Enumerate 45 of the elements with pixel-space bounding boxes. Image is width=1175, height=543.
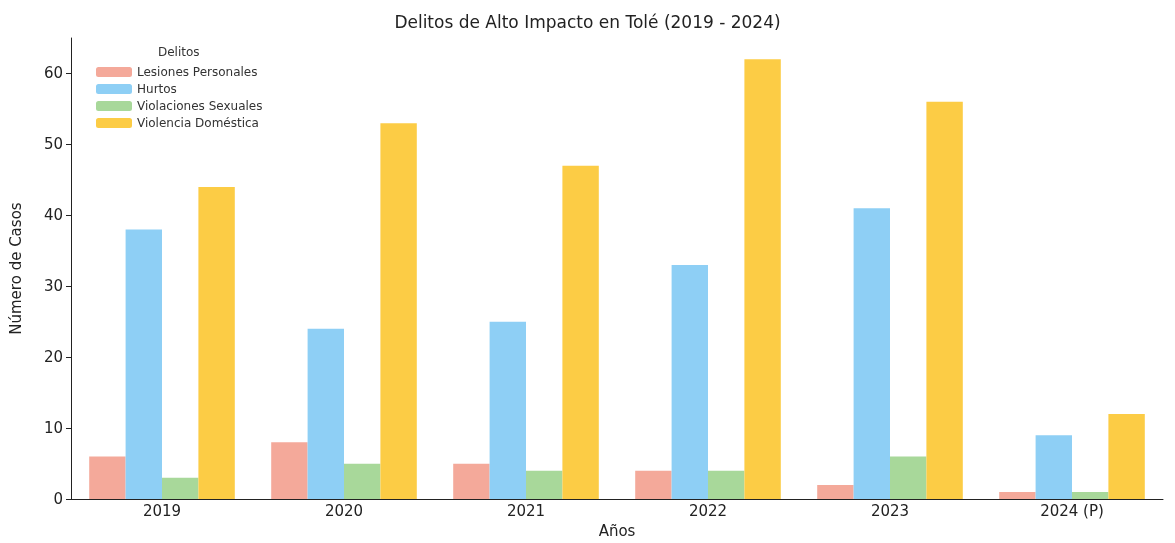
x-tick-label: 2019 [142,501,182,520]
chart-title: Delitos de Alto Impacto en Tolé (2019 - 2024) [394,11,781,32]
y-tick-label: 40 [43,206,63,225]
x-tick-label: 2024 (P) [1040,501,1104,520]
y-tick-label: 10 [43,419,63,438]
x-tick-label: 2022 [688,501,728,520]
bar [1072,492,1109,500]
y-tick-label: 0 [53,490,63,509]
bar [999,492,1036,500]
bar [853,208,890,500]
y-tick-label: 60 [43,64,63,83]
x-tick-label: 2023 [870,501,910,520]
x-tick-label: 2020 [324,501,364,520]
y-tick-label: 30 [43,277,63,296]
bar [489,321,526,500]
y-tick-label: 50 [43,135,63,154]
bar [817,484,854,500]
bar [89,456,126,500]
bar [1108,413,1145,500]
bar [526,470,563,500]
bar [708,470,745,500]
legend-label: Violaciones Sexuales [137,99,263,113]
y-axis-title: Número de Casos [6,202,25,335]
bar [307,328,344,500]
bar [125,229,162,500]
bar [562,165,599,500]
x-axis-title: Años [598,521,636,540]
bar [744,59,781,500]
bar [671,265,708,500]
legend-label: Violencia Doméstica [137,116,259,130]
y-tick-label: 20 [43,348,63,367]
bar [198,186,235,500]
bar [453,463,490,500]
legend-label: Lesiones Personales [137,65,258,79]
bar [380,123,417,500]
bar [635,470,672,500]
x-tick-label: 2021 [506,501,546,520]
bar [162,477,199,500]
bar [926,101,963,500]
bar [890,456,927,500]
legend-label: Hurtos [137,82,177,96]
bar [1035,435,1072,500]
bar [271,442,308,500]
bar [344,463,381,500]
legend-title: Delitos [158,45,200,59]
